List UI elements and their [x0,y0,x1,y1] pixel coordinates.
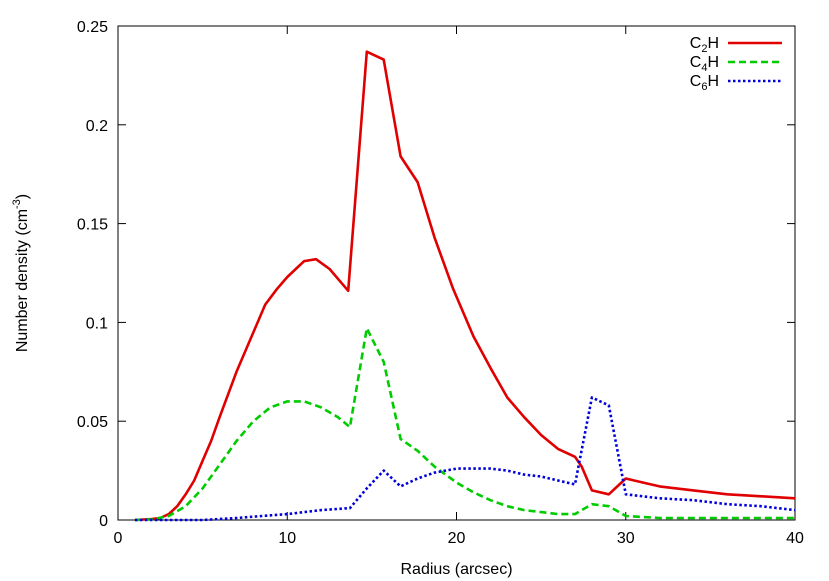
series-line-c4h [134,326,795,522]
x-axis-label: Radius (arcsec) [400,561,512,578]
y-tick-label: 0 [99,513,108,530]
legend-label: C4H [690,54,719,74]
axis-ticks: 0 10 20 30 40 0 0.05 0.1 0.15 0.2 0.25 [77,19,804,547]
legend-label: C6H [690,73,719,93]
series-layer [134,50,796,522]
y-tick-label: 0.25 [77,19,108,36]
x-tick-label: 10 [278,530,296,547]
legend-label: C2H [690,35,719,55]
y-axis-label-text: Number density (cm [14,209,31,352]
y-tick-label: 0.15 [77,217,108,234]
y-axis-label: Number density (cm-3) [11,194,31,352]
x-tick-label: 0 [114,530,123,547]
x-tick-label: 20 [448,530,466,547]
y-axis-label-close: ) [14,194,31,199]
series-line-c2h [134,50,796,522]
y-axis-label-superscript: -3 [11,199,23,209]
y-tick-label: 0.05 [77,414,108,431]
y-tick-label: 0.2 [86,118,108,135]
x-tick-label: 40 [786,530,804,547]
y-tick-label: 0.1 [86,315,108,332]
plot-border [117,25,796,521]
plot-frame [117,25,796,521]
series-line-c6h [134,396,796,522]
x-tick-label: 30 [617,530,635,547]
